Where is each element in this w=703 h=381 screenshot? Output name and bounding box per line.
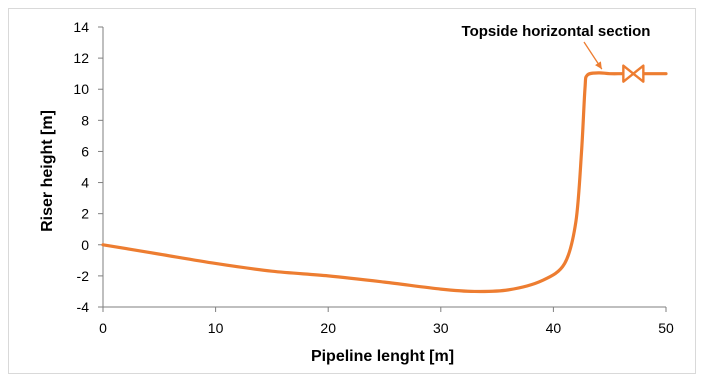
axes — [98, 26, 667, 312]
y-tick-label: 12 — [73, 50, 89, 66]
y-tick-label: 0 — [81, 237, 89, 253]
annotation-layer: Topside horizontal section — [462, 23, 651, 70]
tick-labels: -4 -2 0 2 4 6 8 10 12 14 0 10 20 30 40 50 — [73, 19, 674, 336]
series-line-0 — [101, 71, 668, 294]
annotation-arrow-head — [595, 61, 602, 70]
y-tick-label: -2 — [77, 268, 90, 284]
x-tick-label: 50 — [658, 320, 674, 336]
chart-frame — [8, 8, 696, 374]
x-axis-title: Pipeline lenght [m] — [311, 348, 454, 365]
series-layer — [101, 64, 668, 294]
y-tick-label: 2 — [81, 206, 89, 222]
x-tick-label: 20 — [320, 320, 336, 336]
y-tick-label: 6 — [81, 143, 89, 159]
x-tick-label: 30 — [433, 320, 449, 336]
y-tick-label: 4 — [81, 175, 89, 191]
valve-icon-right — [632, 64, 645, 83]
y-tick-label: -4 — [77, 299, 90, 315]
valve-icon-left — [622, 64, 635, 83]
y-tick-label: 10 — [73, 81, 89, 97]
x-tick-label: 40 — [546, 320, 562, 336]
y-tick-label: 14 — [73, 19, 89, 35]
y-tick-label: 8 — [81, 112, 89, 128]
annotation-label: Topside horizontal section — [462, 23, 651, 40]
x-tick-label: 10 — [208, 320, 224, 336]
y-axis-title: Riser height [m] — [39, 110, 56, 232]
x-tick-label: 0 — [99, 320, 107, 336]
